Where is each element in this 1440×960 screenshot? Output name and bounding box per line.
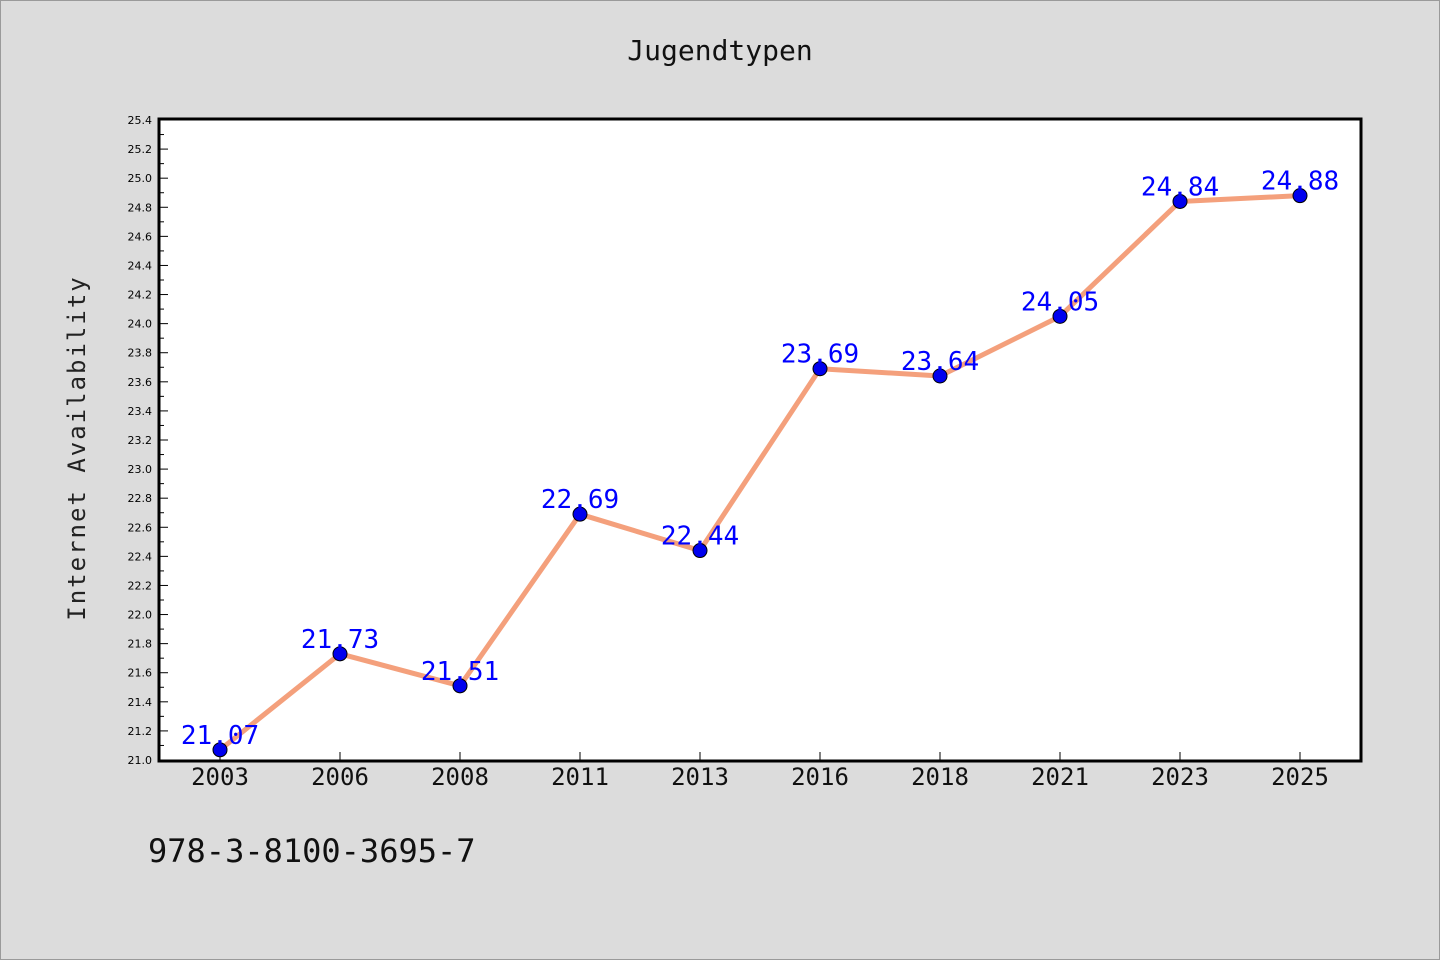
series-markers (212, 188, 1308, 758)
data-label: 22.69 (541, 485, 619, 515)
x-tick-label: 2013 (671, 763, 729, 791)
x-tick-label: 2008 (431, 763, 489, 791)
data-point (452, 678, 468, 694)
data-point (1052, 308, 1068, 324)
y-tick-label: 21.4 (128, 696, 153, 709)
y-tick-label: 21.8 (128, 638, 153, 651)
x-tick-label: 2006 (311, 763, 369, 791)
y-tick-label: 23.8 (128, 347, 153, 360)
data-label: 24.84 (1141, 172, 1219, 202)
x-tick-label: 2025 (1271, 763, 1329, 791)
y-tick-label: 24.8 (128, 201, 153, 214)
y-tick-label: 25.2 (128, 143, 153, 156)
y-tick-label: 23.6 (128, 376, 153, 389)
x-tick-label: 2021 (1031, 763, 1089, 791)
data-point (1172, 193, 1188, 209)
y-tick-label: 24.0 (128, 318, 153, 331)
x-tick-label: 2016 (791, 763, 849, 791)
isbn-text: 978-3-8100-3695-7 (148, 832, 476, 870)
y-tick-label: 22.8 (128, 492, 153, 505)
y-tick-label: 22.4 (128, 550, 153, 563)
data-label: 22.44 (661, 522, 739, 552)
x-tick-label: 2018 (911, 763, 969, 791)
y-tick-label: 24.4 (128, 259, 153, 272)
y-tick-label: 21.6 (128, 667, 153, 680)
y-tick-label: 22.0 (128, 609, 153, 622)
y-tick-label: 25.0 (128, 172, 153, 185)
y-tick-label: 25.4 (128, 114, 153, 127)
y-tick-label: 21.0 (128, 754, 153, 767)
data-point (812, 361, 828, 377)
plot-area (157, 117, 1363, 763)
data-label: 21.07 (181, 721, 259, 751)
y-tick-label: 24.6 (128, 230, 153, 243)
series-line (218, 193, 1301, 752)
x-tick-label: 2023 (1151, 763, 1209, 791)
y-tick-label: 22.6 (128, 521, 153, 534)
y-tick-label: 23.2 (128, 434, 153, 447)
data-label: 23.64 (901, 347, 979, 377)
data-point (932, 368, 948, 384)
data-point (692, 543, 708, 559)
y-axis: 21.0 21.2 21.4 21.6 21.8 22.0 22.2 22.4 22.6 22.8… (128, 114, 168, 767)
data-point (212, 742, 228, 758)
data-point (572, 506, 588, 522)
y-tick-label: 24.2 (128, 289, 153, 302)
x-axis: 2003 2006 2008 2011 2013 2016 2018 2021 2023 2025 (191, 752, 1329, 791)
x-tick-label: 2003 (191, 763, 249, 791)
data-label: 21.51 (421, 657, 499, 687)
data-label: 24.05 (1021, 287, 1099, 317)
y-tick-label: 23.0 (128, 463, 153, 476)
y-tick-label: 22.2 (128, 579, 153, 592)
data-point (332, 646, 348, 662)
x-tick-label: 2011 (551, 763, 609, 791)
series-polyline (218, 193, 1301, 752)
data-label: 24.88 (1261, 167, 1339, 197)
y-tick-label: 23.4 (128, 405, 153, 418)
chart-title: Jugendtypen (627, 34, 813, 67)
data-label: 23.69 (781, 340, 859, 370)
data-labels: 21.07 21.73 21.51 22.69 22.44 23.69 23.64 24.05… (181, 167, 1339, 751)
data-label: 21.73 (301, 625, 379, 655)
y-tick-label: 21.2 (128, 725, 153, 738)
data-point (1292, 188, 1308, 204)
